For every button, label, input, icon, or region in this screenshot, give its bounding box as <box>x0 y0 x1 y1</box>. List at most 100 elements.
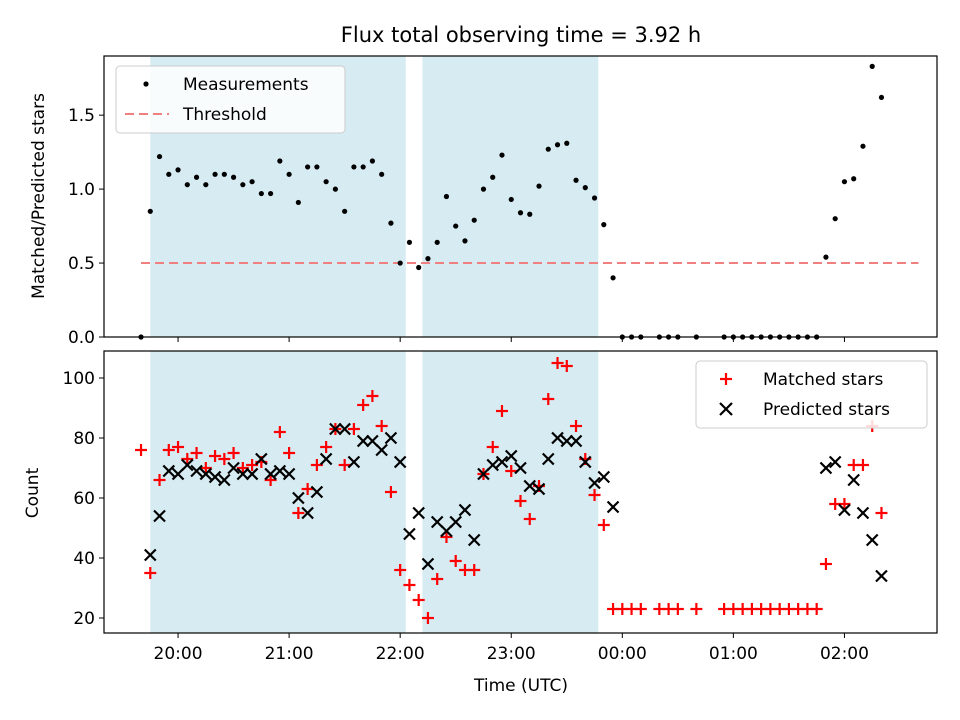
measurement-point-19 <box>314 164 320 170</box>
legend-measurements-label: Measurements <box>183 75 309 95</box>
measurement-point-20 <box>323 179 329 185</box>
measurement-point-33 <box>443 193 450 200</box>
predicted-star-point-10 <box>236 467 250 481</box>
predicted-star-point-52 <box>828 455 842 469</box>
matched-star-point-23 <box>347 423 360 435</box>
measurement-point-71 <box>832 216 838 222</box>
matched-star-point-9 <box>218 453 231 465</box>
x-tick-label-0: 20:00 <box>154 644 203 664</box>
matched-star-point-19 <box>310 459 323 471</box>
matched-star-point-17 <box>292 507 305 519</box>
legend-predicted-label: Predicted stars <box>763 400 890 420</box>
measurement-point-70 <box>823 254 829 260</box>
predicted-star-point-0 <box>143 548 157 562</box>
measurement-point-15 <box>277 158 283 164</box>
measurement-point-31 <box>425 256 431 262</box>
predicted-star-point-25 <box>375 443 388 457</box>
predicted-star-point-41 <box>523 479 537 493</box>
matched-star-point-49 <box>588 489 601 501</box>
bottom-x-axis: 20:00 21:00 22:00 23:00 00:00 01:00 02:00 <box>154 633 869 664</box>
predicted-star-point-1 <box>153 509 166 523</box>
bottom-legend: Matched stars Predicted stars <box>695 360 928 429</box>
matched-star-point-33 <box>440 531 453 543</box>
predicted-star-point-57 <box>875 569 888 583</box>
predicted-star-point-22 <box>347 455 361 469</box>
legend-predicted-marker <box>719 402 733 416</box>
matched-star-point-0 <box>135 444 148 456</box>
matched-star-point-47 <box>570 420 583 432</box>
predicted-star-point-14 <box>273 464 287 478</box>
measurement-point-30 <box>416 264 422 271</box>
matched-star-point-42 <box>523 513 536 525</box>
top-legend: Measurements Threshold <box>115 65 346 134</box>
measurement-point-51 <box>610 275 616 281</box>
matched-star-point-25 <box>366 390 379 402</box>
matched-star-point-58 <box>690 603 703 615</box>
matched-star-point-2 <box>153 474 166 486</box>
matched-star-point-8 <box>209 450 222 462</box>
measurement-point-34 <box>453 223 459 229</box>
predicted-star-point-16 <box>292 491 305 505</box>
measurement-point-35 <box>462 238 468 244</box>
measurement-point-21 <box>332 186 338 192</box>
measurement-point-76 <box>878 94 885 101</box>
predicted-star-point-35 <box>467 533 481 547</box>
matched-star-point-36 <box>468 564 481 576</box>
predicted-star-point-40 <box>514 461 527 475</box>
matched-star-point-24 <box>357 399 370 411</box>
top-y-tick-label-0: 0.0 <box>68 328 95 348</box>
predicted-stars-series <box>143 422 888 583</box>
matched-star-point-22 <box>338 459 351 471</box>
measurement-point-2 <box>156 153 163 160</box>
measurement-point-12 <box>249 179 255 185</box>
measurement-point-29 <box>406 239 413 245</box>
bottom-shaded-intervals <box>150 351 599 633</box>
measurement-point-5 <box>184 182 190 188</box>
matched-star-point-29 <box>403 579 416 591</box>
predicted-star-point-11 <box>245 467 259 481</box>
predicted-star-point-51 <box>819 461 833 475</box>
measurement-point-26 <box>379 171 385 177</box>
predicted-star-point-17 <box>301 506 314 520</box>
measurement-point-42 <box>527 211 533 217</box>
measurement-point-6 <box>193 174 200 180</box>
predicted-star-point-53 <box>838 503 851 517</box>
measurement-point-3 <box>166 171 172 177</box>
predicted-star-point-23 <box>356 434 370 448</box>
measurement-point-48 <box>582 185 588 191</box>
measurement-point-7 <box>203 182 209 188</box>
matched-star-point-4 <box>172 441 185 453</box>
top-axes-frame <box>103 55 938 338</box>
matched-star-point-7 <box>199 462 212 474</box>
top-y-axis: 0.0 0.5 1.0 1.5 <box>68 106 104 348</box>
bottom-y-tick-label-3: 80 <box>73 429 95 449</box>
measurement-point-8 <box>212 171 218 177</box>
measurement-point-75 <box>869 63 875 69</box>
measurement-point-74 <box>860 143 866 149</box>
matched-star-point-3 <box>162 444 175 456</box>
matched-star-point-27 <box>384 486 397 498</box>
top-panel: 0.0 0.5 1.0 1.5 Matched/Predicted stars Mea… <box>29 55 938 348</box>
measurement-point-32 <box>434 239 440 245</box>
matched-star-point-5 <box>181 453 194 465</box>
predicted-star-point-9 <box>227 461 240 475</box>
matched-star-point-38 <box>486 441 499 453</box>
measurement-point-23 <box>351 164 357 170</box>
matched-star-point-54 <box>634 603 647 615</box>
predicted-star-point-54 <box>847 473 860 487</box>
measurement-point-13 <box>258 190 264 197</box>
matched-star-point-40 <box>505 465 518 477</box>
predicted-star-point-46 <box>569 434 583 448</box>
measurement-point-9 <box>221 171 227 177</box>
predicted-star-point-5 <box>190 464 203 478</box>
x-axis-label: Time (UTC) <box>473 676 568 696</box>
matched-star-point-18 <box>301 483 314 495</box>
predicted-star-point-15 <box>282 467 296 481</box>
predicted-star-point-18 <box>310 485 324 499</box>
matched-star-point-32 <box>431 573 444 585</box>
legend-threshold-label: Threshold <box>182 105 267 125</box>
predicted-star-point-38 <box>495 455 509 469</box>
measurement-point-45 <box>554 142 561 148</box>
predicted-star-point-45 <box>560 434 574 448</box>
predicted-star-point-13 <box>264 467 277 481</box>
